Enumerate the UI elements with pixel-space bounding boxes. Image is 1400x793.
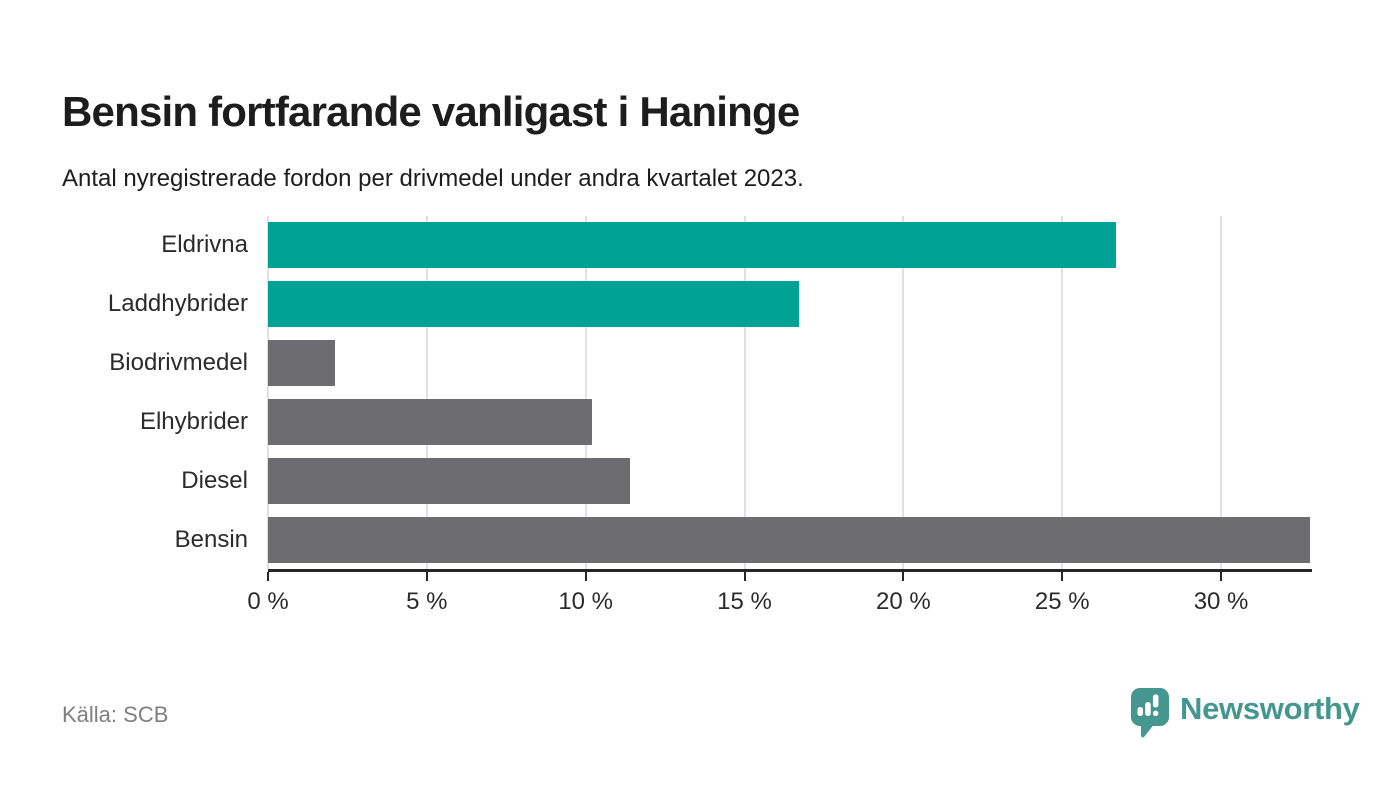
gridline-20: [902, 216, 905, 569]
page-subtitle: Antal nyregistrerade fordon per drivmede…: [62, 165, 804, 192]
x-axis-tick-5: [425, 572, 428, 581]
x-axis-tick-label-20: 20 %: [876, 588, 931, 615]
newsworthy-bubble-chart-icon: [1130, 687, 1171, 745]
x-axis-tick-label-5: 5 %: [406, 588, 448, 615]
source-caption: Källa: SCB: [62, 702, 169, 727]
gridline-25: [1061, 216, 1064, 569]
x-axis-tick-0: [267, 572, 269, 581]
x-axis-tick-30: [1220, 572, 1223, 581]
category-label-laddhybrider: Laddhybrider: [107, 290, 248, 318]
x-axis-line: [268, 569, 1312, 572]
category-label-biodrivmedel: Biodrivmedel: [109, 349, 248, 377]
category-label-elhybrider: Elhybrider: [139, 407, 248, 435]
bar-laddhybrider: [268, 281, 799, 328]
bar-elhybrider: [268, 398, 593, 445]
x-axis-tick-20: [902, 572, 905, 581]
bar-eldrivna: [268, 222, 1117, 269]
x-axis-tick-label-15: 15 %: [717, 588, 772, 615]
bar-chart-plot-area: Eldrivna Laddhybrider Biodrivmedel Elhybrid…: [108, 216, 1312, 615]
gridline-30: [1220, 216, 1223, 569]
category-label-eldrivna: Eldrivna: [161, 231, 248, 259]
x-axis-tick-label-25: 25 %: [1034, 588, 1090, 615]
bar-biodrivmedel: [268, 340, 335, 387]
category-label-diesel: Diesel: [181, 466, 248, 494]
page-title: Bensin fortfarande vanligast i Haninge: [62, 88, 800, 136]
x-axis-tick-label-10: 10 %: [558, 588, 614, 615]
newsworthy-wordmark: Newsworthy: [1180, 691, 1360, 726]
category-label-bensin: Bensin: [174, 525, 248, 553]
gridline-10: [584, 216, 587, 569]
bar-bensin: [268, 516, 1310, 563]
newsworthy-logo: Newsworthy: [1130, 687, 1360, 745]
x-axis-tick-15: [743, 572, 746, 581]
bar-diesel: [268, 457, 631, 504]
x-axis-tick-label-0: 0 %: [247, 588, 289, 615]
x-axis-tick-10: [584, 572, 587, 581]
gridline-5: [425, 216, 428, 569]
gridline-15: [743, 216, 746, 569]
x-axis-tick-25: [1061, 572, 1064, 581]
x-axis-tick-label-30: 30 %: [1193, 588, 1249, 615]
gridline-0: [267, 216, 269, 569]
